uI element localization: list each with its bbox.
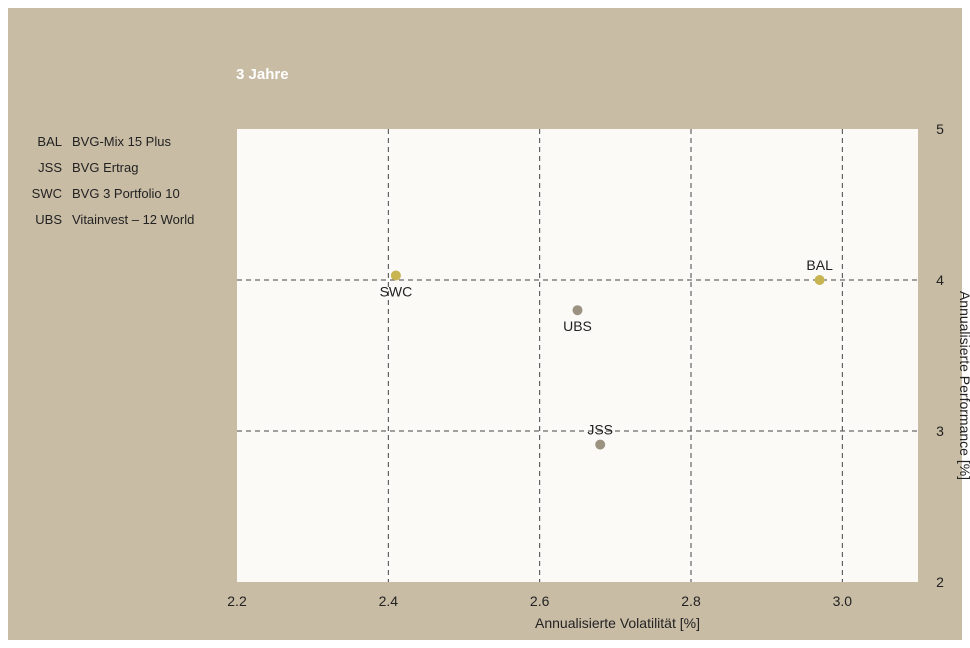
x-tick-label: 2.6 bbox=[530, 593, 550, 609]
legend-code: UBS bbox=[35, 211, 62, 227]
y-axis-label: Annualisierte Performance [%] bbox=[957, 291, 970, 480]
point-jss bbox=[595, 439, 606, 450]
plot-area bbox=[237, 129, 918, 582]
y-tick-label: 3 bbox=[936, 423, 944, 439]
point-label-swc: SWC bbox=[380, 283, 413, 299]
point-swc bbox=[390, 270, 401, 281]
data-points: BAL JSS SWC UBS bbox=[380, 257, 833, 450]
legend-item-swc: SWC BVG 3 Portfolio 10 bbox=[30, 180, 194, 206]
x-tick-label: 2.8 bbox=[681, 593, 701, 609]
y-tick-label: 2 bbox=[936, 574, 944, 590]
legend-name: BVG-Mix 15 Plus bbox=[72, 133, 171, 149]
point-label-bal: BAL bbox=[806, 257, 833, 273]
point-label-jss: JSS bbox=[587, 422, 613, 438]
x-axis-label: Annualisierte Volatilität [%] bbox=[535, 615, 700, 631]
legend-code: SWC bbox=[31, 185, 62, 201]
legend-item-jss: JSS BVG Ertrag bbox=[30, 154, 194, 180]
y-tick-label: 4 bbox=[936, 272, 944, 288]
legend: BAL BVG-Mix 15 Plus JSS BVG Ertrag SWC B… bbox=[30, 128, 195, 232]
legend-name: BVG Ertrag bbox=[72, 159, 139, 175]
y-axis-ticks: 2 3 4 5 bbox=[936, 121, 944, 590]
point-bal bbox=[814, 275, 825, 285]
chart-subtitle: 3 Jahre bbox=[236, 66, 289, 83]
y-tick-label: 5 bbox=[936, 121, 944, 137]
legend-name: Vitainvest – 12 World bbox=[72, 211, 195, 227]
x-tick-label: 3.0 bbox=[833, 593, 853, 609]
point-ubs bbox=[572, 305, 583, 316]
x-tick-label: 2.4 bbox=[379, 593, 399, 609]
grid-lines bbox=[237, 129, 918, 582]
point-label-ubs: UBS bbox=[563, 318, 592, 334]
legend-item-bal: BAL BVG-Mix 15 Plus bbox=[30, 128, 194, 154]
x-axis-ticks: 2.2 2.4 2.6 2.8 3.0 bbox=[227, 593, 852, 609]
legend-code: JSS bbox=[38, 159, 62, 175]
legend-item-ubs: UBS Vitainvest – 12 World bbox=[30, 206, 194, 232]
legend-code: BAL bbox=[37, 133, 62, 149]
legend-name: BVG 3 Portfolio 10 bbox=[72, 185, 180, 201]
x-tick-label: 2.2 bbox=[227, 593, 247, 609]
